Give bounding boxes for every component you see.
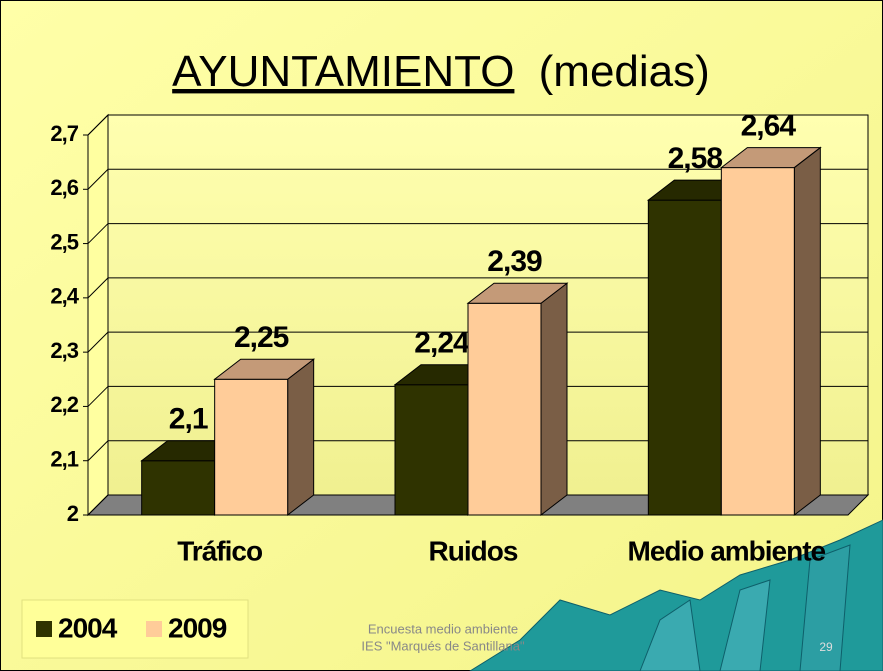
bar-side: [288, 359, 314, 515]
bar: [215, 379, 288, 515]
value-label: 2,39: [487, 245, 542, 278]
footer-line: Encuesta medio ambiente: [368, 621, 518, 636]
value-label: 2,25: [234, 321, 289, 354]
x-tick-label: Tráfico: [177, 535, 263, 566]
value-label: 2,1: [169, 403, 208, 436]
value-label: 2,58: [668, 142, 723, 175]
y-tick-label: 2,3: [50, 338, 78, 363]
legend-swatch: [146, 621, 162, 637]
bar-side: [541, 283, 567, 515]
legend-swatch: [36, 621, 52, 637]
bar: [648, 200, 721, 515]
y-tick-label: 2,5: [50, 229, 78, 254]
page-number: 29: [819, 640, 833, 654]
y-tick-label: 2,6: [50, 175, 78, 200]
bar: [395, 385, 468, 515]
slide: AYUNTAMIENTO (medias) 2 2,1 2,2 2,3 2,4 2,5 2,…: [0, 0, 883, 671]
title-suffix: (medias): [539, 47, 710, 96]
footer-line: IES "Marqués de Santillana": [361, 638, 525, 653]
title-main: AYUNTAMIENTO: [172, 47, 514, 96]
bar: [142, 461, 215, 515]
y-tick-label: 2,1: [50, 447, 78, 472]
x-tick-label: Ruidos: [429, 535, 518, 566]
y-tick-label: 2,7: [50, 121, 78, 146]
chart-title: AYUNTAMIENTO (medias): [172, 47, 710, 96]
value-label: 2,24: [414, 327, 470, 360]
legend-label: 2009: [168, 612, 227, 643]
bar-side: [794, 148, 820, 515]
x-tick-label: Medio ambiente: [628, 535, 826, 566]
side-wall: [88, 115, 108, 515]
y-tick-label: 2,4: [50, 284, 79, 309]
bar: [721, 168, 794, 515]
page: {"chart_data": {"type": "bar3d", "title"…: [0, 0, 883, 671]
y-tick-label: 2: [67, 501, 79, 526]
value-label: 2,64: [741, 109, 797, 142]
legend-label: 2004: [58, 612, 118, 643]
plot: 2 2,1 2,2 2,3 2,4 2,5 2,6 2,7 Tráfico 2,1 2,25 Ruid…: [50, 109, 868, 566]
bar: [468, 303, 541, 515]
y-tick-label: 2,2: [50, 392, 78, 417]
